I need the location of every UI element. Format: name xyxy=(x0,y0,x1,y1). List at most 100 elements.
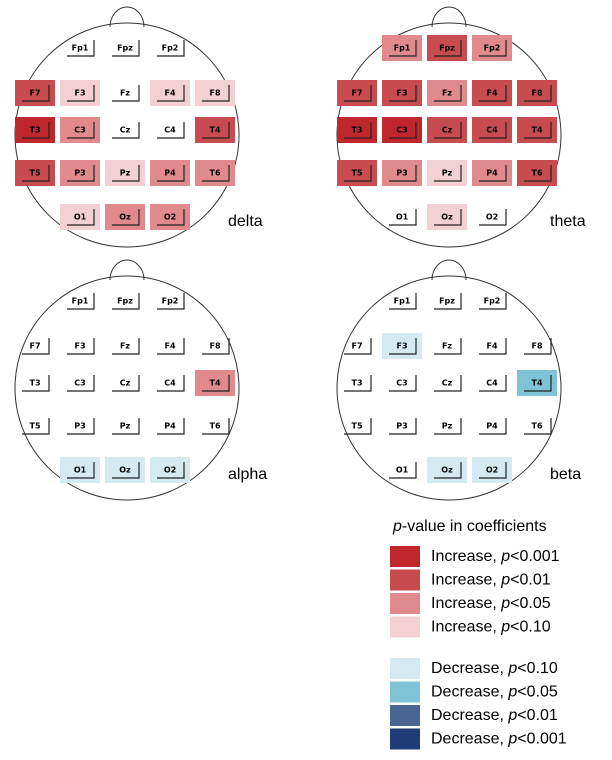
nose xyxy=(431,6,467,28)
electrode-frame xyxy=(202,85,230,102)
electrode-frame xyxy=(434,418,462,435)
electrode-frame xyxy=(22,375,50,392)
legend-swatch xyxy=(390,593,420,614)
legend-suffix: <0.10 xyxy=(517,660,558,677)
electrode-label: Fp1 xyxy=(72,297,89,306)
electrode-label: F7 xyxy=(29,89,40,98)
electrode-label: Fp1 xyxy=(72,44,89,53)
electrode-label: F7 xyxy=(29,342,40,351)
electrode-frame xyxy=(479,85,507,102)
electrode-frame xyxy=(524,375,552,392)
electrode-frame xyxy=(202,165,230,182)
nose xyxy=(431,259,467,281)
electrode-label: Fz xyxy=(120,342,130,351)
electrode-frame xyxy=(157,462,185,479)
electrode-frame xyxy=(112,165,140,182)
electrode-fill xyxy=(517,160,557,186)
electrode-frame xyxy=(112,293,140,310)
electrode-label: T6 xyxy=(531,169,542,178)
legend-swatch xyxy=(390,705,420,726)
legend-swatch xyxy=(390,681,420,703)
electrode-frame xyxy=(112,418,140,435)
electrode-label: P4 xyxy=(164,422,176,431)
electrode-label: Fpz xyxy=(117,44,133,53)
head-panel: Fp1 Fpz Fp2 F7 F3 Fz F4 F8 T3 C3 Cz C4 T4 T5 P3 Pz P4 T6 O… xyxy=(14,259,267,501)
electrode-label: P4 xyxy=(486,169,498,178)
legend-prefix: Decrease, xyxy=(431,707,508,724)
electrode-frame xyxy=(479,209,507,226)
electrode-frame xyxy=(344,375,372,392)
electrode-frame xyxy=(389,85,417,102)
electrode-label: Pz xyxy=(120,422,131,431)
electrode-label: Cz xyxy=(442,126,453,135)
electrode-fill xyxy=(427,160,467,186)
electrode-fill xyxy=(382,35,422,61)
electrode-frame xyxy=(479,418,507,435)
electrode-label: T4 xyxy=(209,126,220,135)
legend-text: Increase, p<0.001 xyxy=(431,548,560,565)
electrode-fill xyxy=(472,457,512,483)
electrode-frame xyxy=(202,122,230,139)
legend-prefix: Increase, xyxy=(431,548,501,565)
electrode-frame xyxy=(434,293,462,310)
electrode-fill xyxy=(195,160,235,186)
electrode-label: Pz xyxy=(120,169,131,178)
electrode-fill xyxy=(60,80,100,106)
legend-prefix: Increase, xyxy=(431,619,501,636)
electrode-label: Cz xyxy=(120,379,131,388)
electrode-frame xyxy=(479,375,507,392)
electrode-frame xyxy=(479,122,507,139)
electrode-label: F3 xyxy=(74,89,85,98)
electrode-fill xyxy=(337,80,377,106)
electrode-fill xyxy=(15,80,55,106)
electrode-frame xyxy=(389,375,417,392)
electrode-label: Pz xyxy=(442,169,453,178)
legend-suffix: <0.10 xyxy=(510,619,551,636)
electrode-label: T4 xyxy=(209,379,220,388)
legend-text: Decrease, p<0.01 xyxy=(431,707,558,724)
electrode-frame xyxy=(67,122,95,139)
electrode-frame xyxy=(434,165,462,182)
electrode-label: F4 xyxy=(486,89,497,98)
legend-swatch xyxy=(390,546,420,567)
electrode-label: Fp1 xyxy=(394,297,411,306)
legend-prefix: Increase, xyxy=(431,595,501,612)
electrode-label: Pz xyxy=(442,422,453,431)
electrode-label: T5 xyxy=(29,169,40,178)
electrode-frame xyxy=(157,85,185,102)
electrode-frame xyxy=(67,209,95,226)
legend-p: p xyxy=(507,731,517,748)
electrode-fill xyxy=(150,160,190,186)
electrode-label: T4 xyxy=(531,379,542,388)
electrode-frame xyxy=(344,85,372,102)
electrode-label: F8 xyxy=(531,342,542,351)
electrode-label: O1 xyxy=(396,466,409,475)
electrode-fill xyxy=(517,370,557,396)
electrode-frame xyxy=(434,40,462,57)
electrode-frame xyxy=(344,122,372,139)
electrode-fill xyxy=(427,117,467,143)
electrode-frame xyxy=(112,338,140,355)
electrode-frame xyxy=(67,165,95,182)
electrode-frame xyxy=(389,40,417,57)
electrode-frame xyxy=(524,122,552,139)
electrode-fill xyxy=(427,35,467,61)
electrode-frame xyxy=(112,375,140,392)
electrode-frame xyxy=(112,85,140,102)
legend-suffix: <0.001 xyxy=(517,731,566,748)
legend-swatch xyxy=(390,658,420,679)
electrode-fill xyxy=(195,80,235,106)
electrode-frame xyxy=(434,209,462,226)
electrode-fill xyxy=(472,160,512,186)
electrode-label: Cz xyxy=(120,126,131,135)
electrode-frame xyxy=(157,40,185,57)
electrode-label: Fp2 xyxy=(162,297,179,306)
electrode-frame xyxy=(112,40,140,57)
electrode-label: C3 xyxy=(396,379,407,388)
electrode-frame xyxy=(389,165,417,182)
electrode-frame xyxy=(22,165,50,182)
legend-text: Increase, p<0.05 xyxy=(431,595,551,612)
legend-swatch xyxy=(390,728,420,750)
electrode-frame xyxy=(67,462,95,479)
electrode-label: P3 xyxy=(74,169,85,178)
